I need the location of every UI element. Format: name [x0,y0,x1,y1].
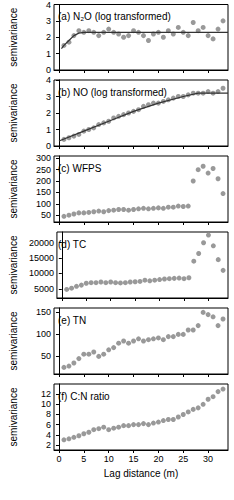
svg-text:250: 250 [36,165,51,175]
svg-text:(b) NO (log transformed): (b) NO (log transformed) [58,87,167,98]
svg-text:0: 0 [46,65,51,75]
svg-text:15000: 15000 [29,253,54,263]
svg-text:semivariance: semivariance [8,7,19,66]
svg-text:1: 1 [46,49,51,59]
svg-text:100: 100 [36,329,51,339]
svg-text:100: 100 [36,199,51,209]
svg-text:2: 2 [46,440,51,450]
svg-text:(c) WFPS: (c) WFPS [58,163,102,174]
svg-text:12: 12 [41,389,51,399]
svg-text:50: 50 [41,351,51,361]
svg-text:10: 10 [41,399,51,409]
svg-text:10: 10 [104,454,114,464]
svg-text:5: 5 [81,454,86,464]
svg-text:3: 3 [46,92,51,102]
svg-text:20000: 20000 [29,238,54,248]
svg-text:(d) TC: (d) TC [58,239,86,250]
svg-text:150: 150 [36,187,51,197]
svg-text:0: 0 [56,454,61,464]
svg-text:200: 200 [36,176,51,186]
svg-text:2: 2 [46,108,51,118]
svg-text:(a) N₂O (log transformed): (a) N₂O (log transformed) [58,11,171,22]
svg-text:semivariance: semivariance [8,83,19,142]
svg-text:3: 3 [46,16,51,26]
svg-text:semivariance: semivariance [8,387,19,446]
svg-text:30: 30 [203,454,213,464]
svg-text:5000: 5000 [34,284,54,294]
svg-text:25: 25 [178,454,188,464]
svg-text:20: 20 [153,454,163,464]
svg-text:semivariance: semivariance [8,311,19,370]
svg-text:6: 6 [46,420,51,430]
svg-text:4: 4 [46,75,51,85]
svg-text:8: 8 [46,409,51,419]
svg-text:10000: 10000 [29,268,54,278]
svg-text:1: 1 [46,125,51,135]
svg-text:(e) TN: (e) TN [58,315,86,326]
svg-text:(f) C:N ratio: (f) C:N ratio [58,391,110,402]
svg-text:Lag distance (m): Lag distance (m) [104,468,178,479]
svg-text:50: 50 [41,210,51,220]
svg-text:semivariance: semivariance [8,235,19,294]
svg-text:semivariance: semivariance [8,159,19,218]
svg-text:150: 150 [36,307,51,317]
svg-text:300: 300 [36,153,51,163]
svg-text:15: 15 [129,454,139,464]
svg-text:0: 0 [46,141,51,151]
svg-text:4: 4 [46,430,51,440]
svg-text:2: 2 [46,32,51,42]
svg-text:4: 4 [46,0,51,10]
